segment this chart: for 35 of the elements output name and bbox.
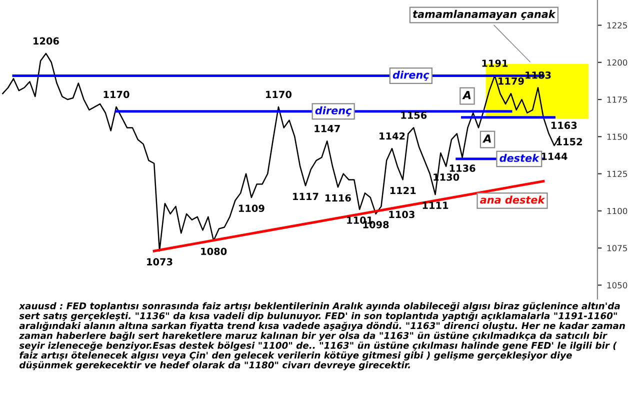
series-label: ana destek — [480, 196, 546, 204]
data-label: 1117 — [293, 192, 318, 200]
data-label: 1156 — [401, 112, 427, 119]
y-tick-label: 1100 — [607, 208, 628, 214]
y-tick-label: 1175 — [607, 96, 627, 103]
y-tick-label: 1050 — [607, 282, 628, 288]
text: xauusd : FED toplantısı sonrasında faiz artışı beklentilerinin Aralık ayında olabileceği algısı biraz güçlenince altın'da sert satış gerçekleşti. "1136" da kısa vadeli dip bulunuyor. FED' in son toplantıda yaptığı açıklamalarla "1191-1160" aralığındaki alanın altına sarkan fiyatta trend kısa vadede aşağıya döndü. "1163" direnci oluştu. Her ne kadar zaman zaman haberlere bağlı sert hareketlere maruz kalınan bir yer olsa da "1163" ün üstüne çıkılmadıkça da satıcılı bir seyir izleneceğe benziyor.Esas destek bölgesi "1100" de.. "1163" ün üstüne çıkılması halinde gene FED' le ilgili bir ( faiz artışı ötelenecek algısı veya Çin' den gelecek verilerin kötüye gitmesi gibi ) gelişme gerçekleşiyor diye düşünmek gerekecektir ve hedef olarak da "1180" civarı devreye girecektir. — [18, 302, 625, 370]
data-label: 1116 — [326, 194, 351, 202]
series-label: destek — [500, 154, 540, 162]
data-label: 1170 — [104, 90, 130, 98]
annotation: A — [462, 90, 471, 100]
data-label: 1142 — [380, 132, 405, 140]
data-label: 1163 — [551, 122, 577, 130]
data-label: 1170 — [266, 90, 292, 98]
annotation: tamamlanamayan çanak — [413, 10, 556, 20]
data-label: 1111 — [422, 202, 448, 209]
data-label: 1080 — [201, 248, 227, 256]
data-label: 1144 — [542, 152, 568, 160]
annotation: A — [482, 134, 491, 143]
y-tick-label: 1075 — [607, 245, 627, 252]
data-label: 1147 — [314, 125, 340, 132]
data-label: 1103 — [389, 210, 414, 218]
y-tick-label: 1125 — [607, 170, 627, 178]
data-label: 1179 — [498, 77, 524, 85]
series-label: direnç — [315, 106, 352, 116]
y-tick-label: 1225 — [607, 22, 627, 29]
data-label: 1109 — [238, 204, 264, 212]
y-tick-label: 1150 — [607, 134, 628, 140]
data-label: 1152 — [556, 138, 582, 146]
data-label: 1073 — [147, 258, 172, 266]
series-label: direnç — [392, 70, 430, 81]
y-tick-label: 1200 — [607, 59, 628, 66]
data-label: 1121 — [390, 186, 416, 194]
data-label: 1136 — [450, 164, 476, 172]
data-label: 1206 — [34, 37, 59, 45]
